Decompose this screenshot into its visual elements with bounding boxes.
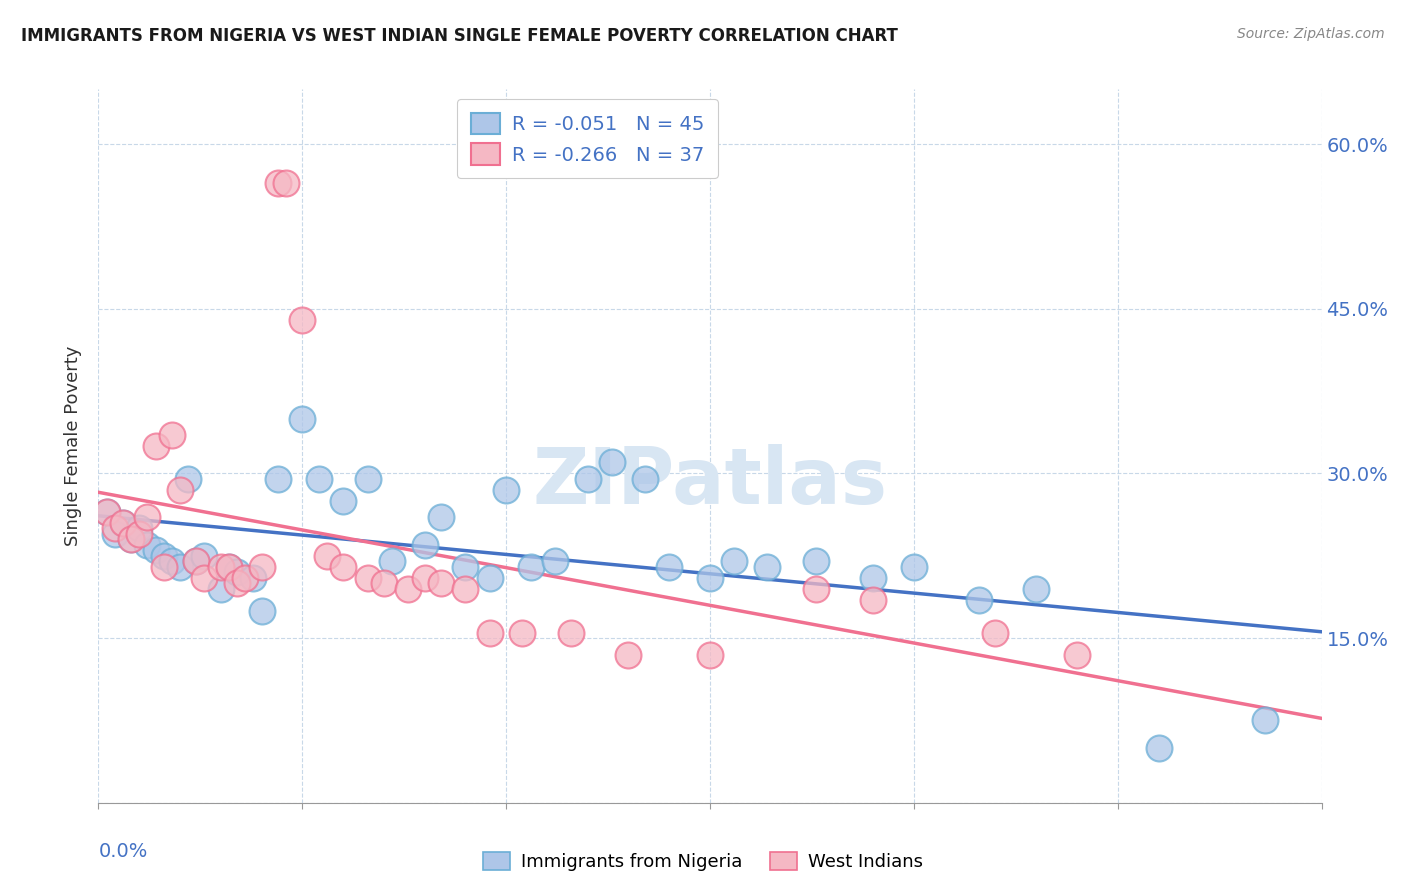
Point xyxy=(903,559,925,574)
Point xyxy=(478,625,501,640)
Point xyxy=(104,526,127,541)
Point xyxy=(862,571,884,585)
Point xyxy=(160,428,183,442)
Point xyxy=(152,559,174,574)
Point xyxy=(356,571,378,585)
Point xyxy=(291,312,314,326)
Point xyxy=(454,582,477,596)
Point xyxy=(356,472,378,486)
Point xyxy=(209,582,232,596)
Point xyxy=(96,505,118,519)
Point xyxy=(1253,714,1275,728)
Point xyxy=(699,648,721,662)
Point xyxy=(804,582,827,596)
Point xyxy=(193,549,215,563)
Point xyxy=(430,576,453,591)
Point xyxy=(430,510,453,524)
Point xyxy=(396,582,419,596)
Point xyxy=(136,510,159,524)
Point xyxy=(128,521,150,535)
Point xyxy=(186,554,208,568)
Point xyxy=(120,533,142,547)
Point xyxy=(332,559,354,574)
Point xyxy=(723,554,745,568)
Point xyxy=(519,559,541,574)
Point xyxy=(967,592,990,607)
Point xyxy=(111,516,134,530)
Point xyxy=(169,559,191,574)
Point xyxy=(111,516,134,530)
Point xyxy=(250,559,273,574)
Point xyxy=(218,559,240,574)
Point xyxy=(218,559,240,574)
Point xyxy=(512,625,534,640)
Point xyxy=(145,439,167,453)
Point xyxy=(291,411,314,425)
Point xyxy=(308,472,330,486)
Point xyxy=(104,521,127,535)
Point xyxy=(454,559,477,574)
Point xyxy=(1066,648,1088,662)
Point xyxy=(128,526,150,541)
Point xyxy=(226,566,249,580)
Point xyxy=(96,505,118,519)
Point xyxy=(152,549,174,563)
Text: ZIPatlas: ZIPatlas xyxy=(533,443,887,520)
Point xyxy=(1147,740,1170,755)
Point xyxy=(250,604,273,618)
Point xyxy=(209,559,232,574)
Point xyxy=(600,455,623,469)
Point xyxy=(634,472,657,486)
Point xyxy=(332,494,354,508)
Point xyxy=(145,543,167,558)
Point xyxy=(177,472,200,486)
Point xyxy=(617,648,640,662)
Legend: Immigrants from Nigeria, West Indians: Immigrants from Nigeria, West Indians xyxy=(477,845,929,879)
Point xyxy=(381,554,404,568)
Point xyxy=(560,625,582,640)
Point xyxy=(193,571,215,585)
Point xyxy=(186,554,208,568)
Point xyxy=(267,176,290,190)
Point xyxy=(699,571,721,585)
Point xyxy=(495,483,517,497)
Point xyxy=(862,592,884,607)
Point xyxy=(242,571,264,585)
Point xyxy=(120,533,142,547)
Point xyxy=(373,576,395,591)
Text: Source: ZipAtlas.com: Source: ZipAtlas.com xyxy=(1237,27,1385,41)
Point xyxy=(984,625,1007,640)
Point xyxy=(1025,582,1047,596)
Point xyxy=(315,549,337,563)
Point xyxy=(136,538,159,552)
Point xyxy=(233,571,256,585)
Point xyxy=(160,554,183,568)
Point xyxy=(274,176,297,190)
Point xyxy=(478,571,501,585)
Text: 0.0%: 0.0% xyxy=(98,842,148,861)
Point xyxy=(226,576,249,591)
Point xyxy=(756,559,779,574)
Point xyxy=(413,538,436,552)
Legend: R = -0.051   N = 45, R = -0.266   N = 37: R = -0.051 N = 45, R = -0.266 N = 37 xyxy=(457,99,718,178)
Point xyxy=(544,554,567,568)
Y-axis label: Single Female Poverty: Single Female Poverty xyxy=(65,346,83,546)
Point xyxy=(267,472,290,486)
Point xyxy=(169,483,191,497)
Point xyxy=(576,472,599,486)
Point xyxy=(413,571,436,585)
Point xyxy=(658,559,681,574)
Point xyxy=(804,554,827,568)
Text: IMMIGRANTS FROM NIGERIA VS WEST INDIAN SINGLE FEMALE POVERTY CORRELATION CHART: IMMIGRANTS FROM NIGERIA VS WEST INDIAN S… xyxy=(21,27,898,45)
